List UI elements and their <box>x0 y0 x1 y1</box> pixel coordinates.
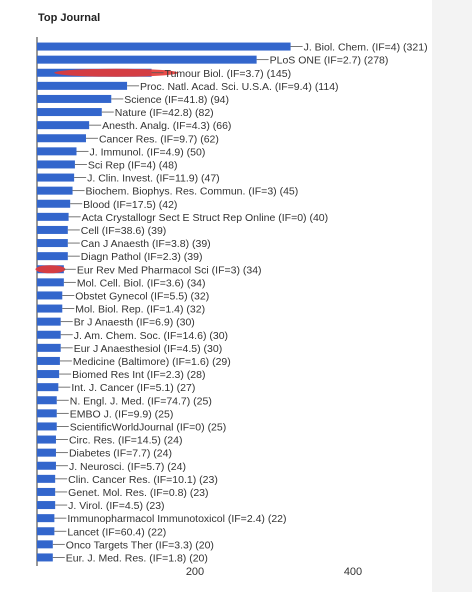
bar <box>37 94 112 103</box>
bar <box>37 42 291 51</box>
bar <box>37 448 56 457</box>
bar-label: Clin. Cancer Res. (IF=10.1) (23) <box>68 474 218 486</box>
bar <box>37 461 56 470</box>
bar <box>37 278 64 287</box>
bar <box>37 291 63 300</box>
bar <box>37 383 59 392</box>
bar <box>37 317 61 326</box>
bar <box>37 121 90 130</box>
bar <box>37 540 53 549</box>
bar <box>37 356 60 365</box>
bar-label: Obstet Gynecol (IF=5.5) (32) <box>75 290 209 302</box>
x-tick-label: 200 <box>186 566 204 578</box>
bar <box>37 239 68 248</box>
bar-label: Mol. Biol. Rep. (IF=1.4) (32) <box>75 304 205 316</box>
bar-label: PLoS ONE (IF=2.7) (278) <box>270 55 389 67</box>
bar <box>37 514 55 523</box>
bar <box>37 81 128 90</box>
bar <box>37 147 77 156</box>
bar-label: Diagn Pathol (IF=2.3) (39) <box>81 251 203 263</box>
bar <box>37 422 57 431</box>
bar <box>37 225 68 234</box>
bar-label: Acta Crystallogr Sect E Struct Rep Onlin… <box>82 212 329 224</box>
bar <box>37 409 57 418</box>
bar <box>37 252 68 261</box>
bar <box>37 108 102 117</box>
bar <box>37 487 56 496</box>
chart-title: Top Journal <box>38 12 101 24</box>
bar-label: Cancer Res. (IF=9.7) (62) <box>99 133 219 145</box>
bar <box>37 527 55 536</box>
bar <box>37 212 69 221</box>
bar-label: Diabetes (IF=7.7) (24) <box>69 448 172 460</box>
bar-label: Cell (IF=38.6) (39) <box>81 225 167 237</box>
bar <box>37 330 61 339</box>
bar-label: Br J Anaesth (IF=6.9) (30) <box>74 317 195 329</box>
bar-label: Blood (IF=17.5) (42) <box>83 199 177 211</box>
bar-label: Genet. Mol. Res. (IF=0.8) (23) <box>68 487 208 499</box>
highlight-mark <box>54 68 179 77</box>
bar-label: Int. J. Cancer (IF=5.1) (27) <box>71 382 195 394</box>
bar <box>37 501 56 510</box>
bar <box>37 160 75 169</box>
bar <box>37 173 75 182</box>
bar-label: Proc. Natl. Acad. Sci. U.S.A. (IF=9.4) (… <box>140 81 339 93</box>
bar-label: Lancet (IF=60.4) (22) <box>67 526 166 538</box>
bar-label: Mol. Cell. Biol. (IF=3.6) (34) <box>77 277 206 289</box>
bar-label: J. Clin. Invest. (IF=11.9) (47) <box>87 173 220 185</box>
bar-label: ScientificWorldJournal (IF=0) (25) <box>70 421 227 433</box>
page-margin <box>432 0 472 592</box>
highlight-mark <box>35 265 66 274</box>
bar-label: Onco Targets Ther (IF=3.3) (20) <box>66 539 214 551</box>
bar <box>37 134 86 143</box>
bar-label: Medicine (Baltimore) (IF=1.6) (29) <box>73 356 231 368</box>
bar-label: Tumour Biol. (IF=3.7) (145) <box>165 68 292 80</box>
bar <box>37 370 60 379</box>
bar <box>37 199 71 208</box>
bar-label: J. Biol. Chem. (IF=4) (321) <box>304 42 428 54</box>
bar-label: Immunopharmacol Immunotoxicol (IF=2.4) (… <box>67 513 286 525</box>
bar-label: N. Engl. J. Med. (IF=74.7) (25) <box>70 395 212 407</box>
bar <box>37 343 61 352</box>
bar <box>37 553 53 562</box>
bar-label: Biomed Res Int (IF=2.3) (28) <box>72 369 205 381</box>
bar-label: Circ. Res. (IF=14.5) (24) <box>69 435 182 447</box>
bar <box>37 186 73 195</box>
bar-label: J. Virol. (IF=4.5) (23) <box>68 500 164 512</box>
bar-label: J. Neurosci. (IF=5.7) (24) <box>69 461 186 473</box>
bar-label: Nature (IF=42.8) (82) <box>115 107 214 119</box>
bar-label: Eur. J. Med. Res. (IF=1.8) (20) <box>66 552 208 564</box>
x-tick-label: 400 <box>344 566 362 578</box>
bar-label: Anesth. Analg. (IF=4.3) (66) <box>102 120 231 132</box>
bar <box>37 304 63 313</box>
bar <box>37 396 57 405</box>
bar-label: Eur J Anaesthesiol (IF=4.5) (30) <box>74 343 223 355</box>
bar <box>37 435 56 444</box>
bar-label: Science (IF=41.8) (94) <box>124 94 229 106</box>
bar-label: EMBO J. (IF=9.9) (25) <box>70 408 174 420</box>
bar-label: Eur Rev Med Pharmacol Sci (IF=3) (34) <box>77 264 262 276</box>
bar-label: Can J Anaesth (IF=3.8) (39) <box>81 238 211 250</box>
bar-label: Sci Rep (IF=4) (48) <box>88 159 178 171</box>
bar-label: J. Immunol. (IF=4.9) (50) <box>90 146 206 158</box>
bar-label: J. Am. Chem. Soc. (IF=14.6) (30) <box>74 330 228 342</box>
bar <box>37 474 56 483</box>
bar <box>37 55 257 64</box>
bar-label: Biochem. Biophys. Res. Commun. (IF=3) (4… <box>86 186 299 198</box>
